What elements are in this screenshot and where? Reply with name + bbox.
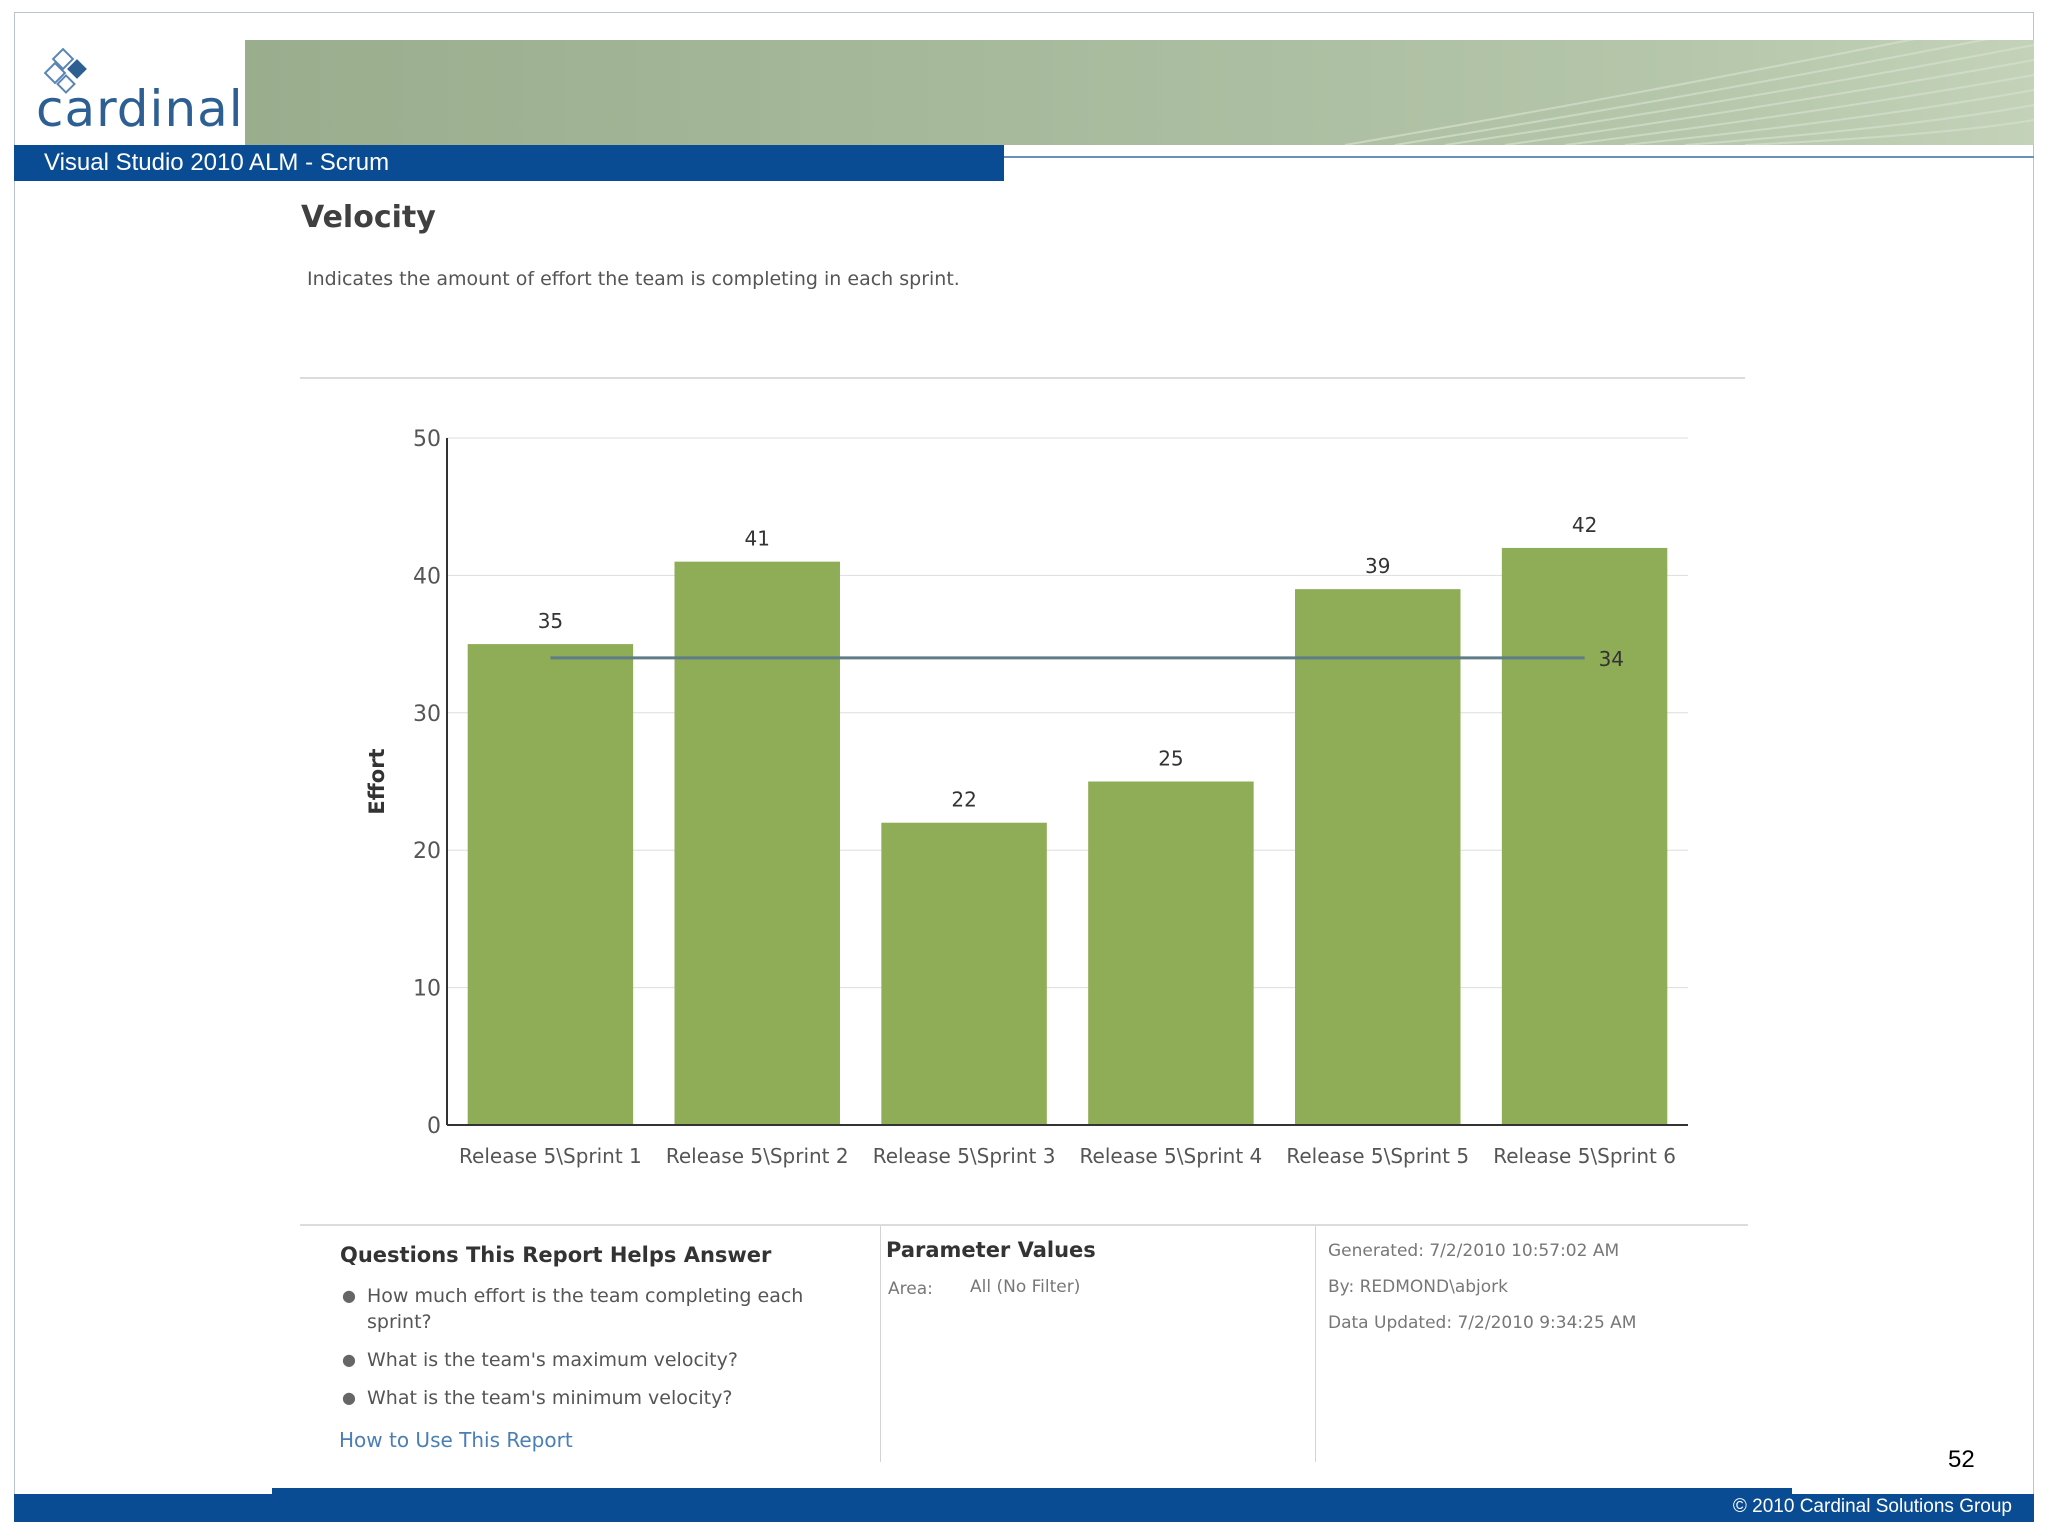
data-label: 25 bbox=[1158, 747, 1183, 771]
y-tick-label: 40 bbox=[413, 564, 441, 589]
footer-bar bbox=[14, 1494, 2034, 1522]
x-tick-label: Release 5\Sprint 4 bbox=[1080, 1144, 1263, 1168]
bullet-icon: ● bbox=[342, 1286, 356, 1305]
bar bbox=[881, 822, 1047, 1125]
page-number: 52 bbox=[1948, 1446, 1975, 1473]
data-label: 42 bbox=[1572, 513, 1597, 537]
y-axis-label: Effort bbox=[365, 748, 389, 814]
data-updated-text: Data Updated: 7/2/2010 9:34:25 AM bbox=[1328, 1313, 1637, 1333]
report-description: Indicates the amount of effort the team … bbox=[307, 268, 960, 290]
header-banner bbox=[245, 40, 2034, 145]
y-tick-label: 30 bbox=[413, 702, 441, 727]
data-label: 41 bbox=[745, 527, 770, 551]
area-label: Area: bbox=[888, 1279, 933, 1299]
x-tick-label: Release 5\Sprint 3 bbox=[873, 1144, 1056, 1168]
bar bbox=[1088, 781, 1254, 1125]
report-title: Velocity bbox=[301, 200, 436, 235]
how-to-use-link[interactable]: How to Use This Report bbox=[339, 1428, 573, 1452]
bar bbox=[467, 644, 634, 1125]
generated-by-text: By: REDMOND\abjork bbox=[1328, 1277, 1509, 1297]
x-tick-label: Release 5\Sprint 2 bbox=[666, 1144, 849, 1168]
generated-text: Generated: 7/2/2010 10:57:02 AM bbox=[1328, 1241, 1620, 1261]
question-text: What is the team's minimum velocity? bbox=[367, 1387, 733, 1409]
data-label: 39 bbox=[1365, 554, 1390, 578]
data-label: 35 bbox=[538, 609, 563, 633]
x-tick-label: Release 5\Sprint 5 bbox=[1286, 1144, 1469, 1168]
title-bar-rule bbox=[1004, 156, 2034, 158]
y-tick-label: 0 bbox=[427, 1114, 441, 1139]
column-divider-2 bbox=[1315, 1226, 1316, 1462]
header-separator bbox=[300, 377, 1745, 379]
parameter-values-title: Parameter Values bbox=[886, 1238, 1096, 1262]
column-divider-1 bbox=[880, 1226, 881, 1462]
copyright-text: © 2010 Cardinal Solutions Group bbox=[1732, 1496, 2012, 1517]
y-tick-label: 50 bbox=[413, 427, 441, 452]
questions-title: Questions This Report Helps Answer bbox=[340, 1243, 772, 1267]
average-label: 34 bbox=[1599, 647, 1624, 671]
list-item: ● How much effort is the team completing … bbox=[340, 1283, 840, 1335]
cardinal-logo: cardinal bbox=[36, 48, 243, 138]
diamond-logo-icon bbox=[43, 48, 87, 94]
x-tick-label: Release 5\Sprint 1 bbox=[459, 1144, 642, 1168]
bar bbox=[674, 561, 840, 1125]
logo-text: cardinal bbox=[36, 80, 244, 138]
velocity-chart: 0 10 20 30 40 50 35 Release 5\Sprint 1 41 Release… bbox=[365, 427, 1688, 1168]
x-tick-label: Release 5\Sprint 6 bbox=[1493, 1144, 1676, 1168]
bullet-icon: ● bbox=[342, 1350, 356, 1369]
footer-separator bbox=[300, 1224, 1748, 1226]
footer-accent-line bbox=[272, 1488, 1792, 1494]
question-text: What is the team's maximum velocity? bbox=[367, 1349, 738, 1371]
y-tick-label: 10 bbox=[413, 977, 441, 1002]
data-label: 22 bbox=[951, 788, 976, 812]
area-value: All (No Filter) bbox=[970, 1277, 1081, 1297]
questions-list: ● How much effort is the team completing … bbox=[340, 1283, 840, 1423]
y-tick-label: 20 bbox=[413, 839, 441, 864]
bar bbox=[1295, 589, 1461, 1125]
presentation-title-bar: Visual Studio 2010 ALM - Scrum bbox=[14, 145, 1004, 181]
list-item: ● What is the team's minimum velocity? bbox=[340, 1385, 840, 1411]
banner-pattern bbox=[1344, 40, 2034, 145]
bullet-icon: ● bbox=[342, 1388, 356, 1407]
bar bbox=[1501, 547, 1668, 1125]
list-item: ● What is the team's maximum velocity? bbox=[340, 1347, 840, 1373]
question-text: How much effort is the team completing e… bbox=[367, 1285, 804, 1333]
